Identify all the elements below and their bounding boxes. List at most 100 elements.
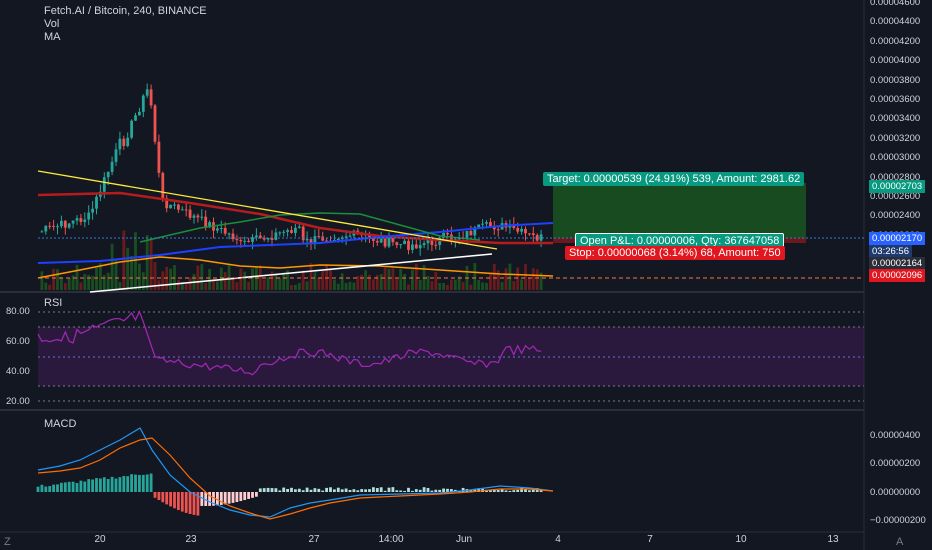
candle-body — [442, 233, 445, 238]
macd-histogram-bar — [130, 474, 133, 492]
candle-body — [165, 198, 169, 209]
stop-label[interactable]: Stop: 0.00000068 (3.14%) 68, Amount: 750 — [565, 246, 785, 260]
volume-bar — [348, 281, 352, 290]
volume-bar — [52, 268, 55, 290]
volume-bar — [290, 284, 293, 290]
macd-line — [37, 427, 554, 518]
macd-histogram-bar — [364, 489, 367, 492]
candle-body — [44, 225, 48, 232]
volume-bar — [317, 278, 321, 290]
volume-bar — [153, 262, 157, 290]
candle-body — [344, 236, 348, 238]
price-axis-tick: 0.00003800 — [870, 74, 921, 86]
candle-body — [539, 234, 543, 241]
candle-body — [110, 161, 114, 172]
candle-body — [418, 245, 422, 249]
macd-histogram-bar — [286, 488, 289, 492]
volume-bar — [426, 275, 430, 290]
target-zone[interactable] — [553, 183, 806, 238]
candle-body — [71, 220, 75, 224]
time-axis-tick: 20 — [94, 534, 106, 545]
macd-histogram-bar — [216, 492, 219, 506]
study-vol[interactable]: Vol — [44, 18, 60, 30]
volume-bar — [247, 281, 250, 290]
candle-body — [469, 230, 473, 236]
trendline-yellow[interactable] — [37, 170, 498, 250]
volume-bar — [177, 280, 180, 290]
volume-bar — [251, 268, 254, 290]
countdown-tag: 03:26:56 — [869, 245, 912, 258]
volume-bar — [286, 270, 289, 290]
candle-body — [83, 219, 87, 222]
candle-body — [407, 240, 410, 250]
macd-label[interactable]: MACD — [44, 418, 77, 430]
macd-histogram-bar — [477, 488, 481, 492]
volume-bar — [508, 263, 512, 290]
rsi-axis-tick: 40.00 — [6, 366, 30, 377]
candle-body — [141, 95, 145, 112]
macd-histogram-bar — [313, 488, 317, 492]
macd-histogram-bar — [383, 490, 387, 492]
macd-histogram-bar — [149, 473, 153, 492]
macd-histogram-bar — [83, 481, 87, 492]
macd-histogram-bar — [434, 489, 438, 492]
volume-bar — [235, 282, 239, 290]
candle-body — [134, 115, 137, 121]
volume-bar — [200, 264, 204, 290]
volume-bar — [360, 274, 364, 290]
macd-histogram-bar — [504, 490, 508, 492]
candle-body — [438, 237, 442, 245]
volume-bar — [407, 284, 410, 290]
target-label[interactable]: Target: 0.00000539 (24.91%) 539, Amount:… — [543, 172, 805, 186]
macd-histogram-bar — [204, 492, 208, 506]
time-axis-tick: 23 — [185, 534, 197, 545]
volume-bar — [223, 272, 227, 290]
macd-histogram-bar — [239, 492, 243, 502]
macd-histogram-bar — [48, 486, 52, 492]
macd-histogram-bar — [71, 481, 75, 492]
zoom-icon[interactable]: Z — [4, 536, 11, 548]
study-ma[interactable]: MA — [44, 31, 61, 43]
macd-histogram-bar — [360, 489, 364, 492]
price-axis-tick: 0.00004400 — [870, 16, 921, 28]
volume-bar — [418, 279, 422, 290]
volume-bar — [391, 268, 395, 290]
price-axis-tick: 0.00002600 — [870, 191, 921, 202]
volume-bar — [528, 278, 531, 290]
trendline-white[interactable] — [89, 253, 493, 293]
volume-bar — [450, 279, 453, 290]
stop-price-tag: 0.00002096 — [869, 269, 926, 282]
ma-blue-line — [37, 222, 554, 264]
candle-body — [114, 149, 118, 162]
macd-histogram-bar — [446, 488, 449, 492]
candle-body — [294, 227, 297, 233]
candle-body — [243, 240, 247, 242]
candle-body — [266, 238, 270, 240]
candle-body — [145, 89, 149, 96]
candle-body — [391, 237, 395, 243]
candle-body — [130, 120, 133, 138]
rsi-label[interactable]: RSI — [44, 297, 63, 309]
candle-body — [516, 227, 520, 232]
candle-body — [40, 231, 44, 233]
macd-histogram-bar — [235, 492, 239, 503]
volume-bar — [329, 270, 332, 290]
volume-bar — [434, 272, 438, 290]
macd-histogram-bar — [305, 487, 309, 492]
macd-histogram-bar — [438, 489, 442, 492]
macd-histogram-bar — [356, 490, 360, 492]
macd-histogram-bar — [255, 492, 258, 497]
volume-bar — [282, 272, 286, 290]
axis-toggle-icon[interactable]: A — [896, 536, 904, 548]
candle-body — [102, 177, 106, 192]
candle-body — [325, 240, 328, 242]
candle-body — [204, 216, 208, 228]
volume-bar — [356, 275, 360, 290]
volume-bar — [504, 268, 508, 290]
rsi-axis-tick: 20.00 — [6, 396, 30, 407]
price-axis-tick: 0.00003400 — [870, 113, 921, 125]
candle-body — [188, 209, 192, 218]
macd-histogram-bar — [329, 487, 332, 492]
volume-bar — [375, 274, 379, 290]
